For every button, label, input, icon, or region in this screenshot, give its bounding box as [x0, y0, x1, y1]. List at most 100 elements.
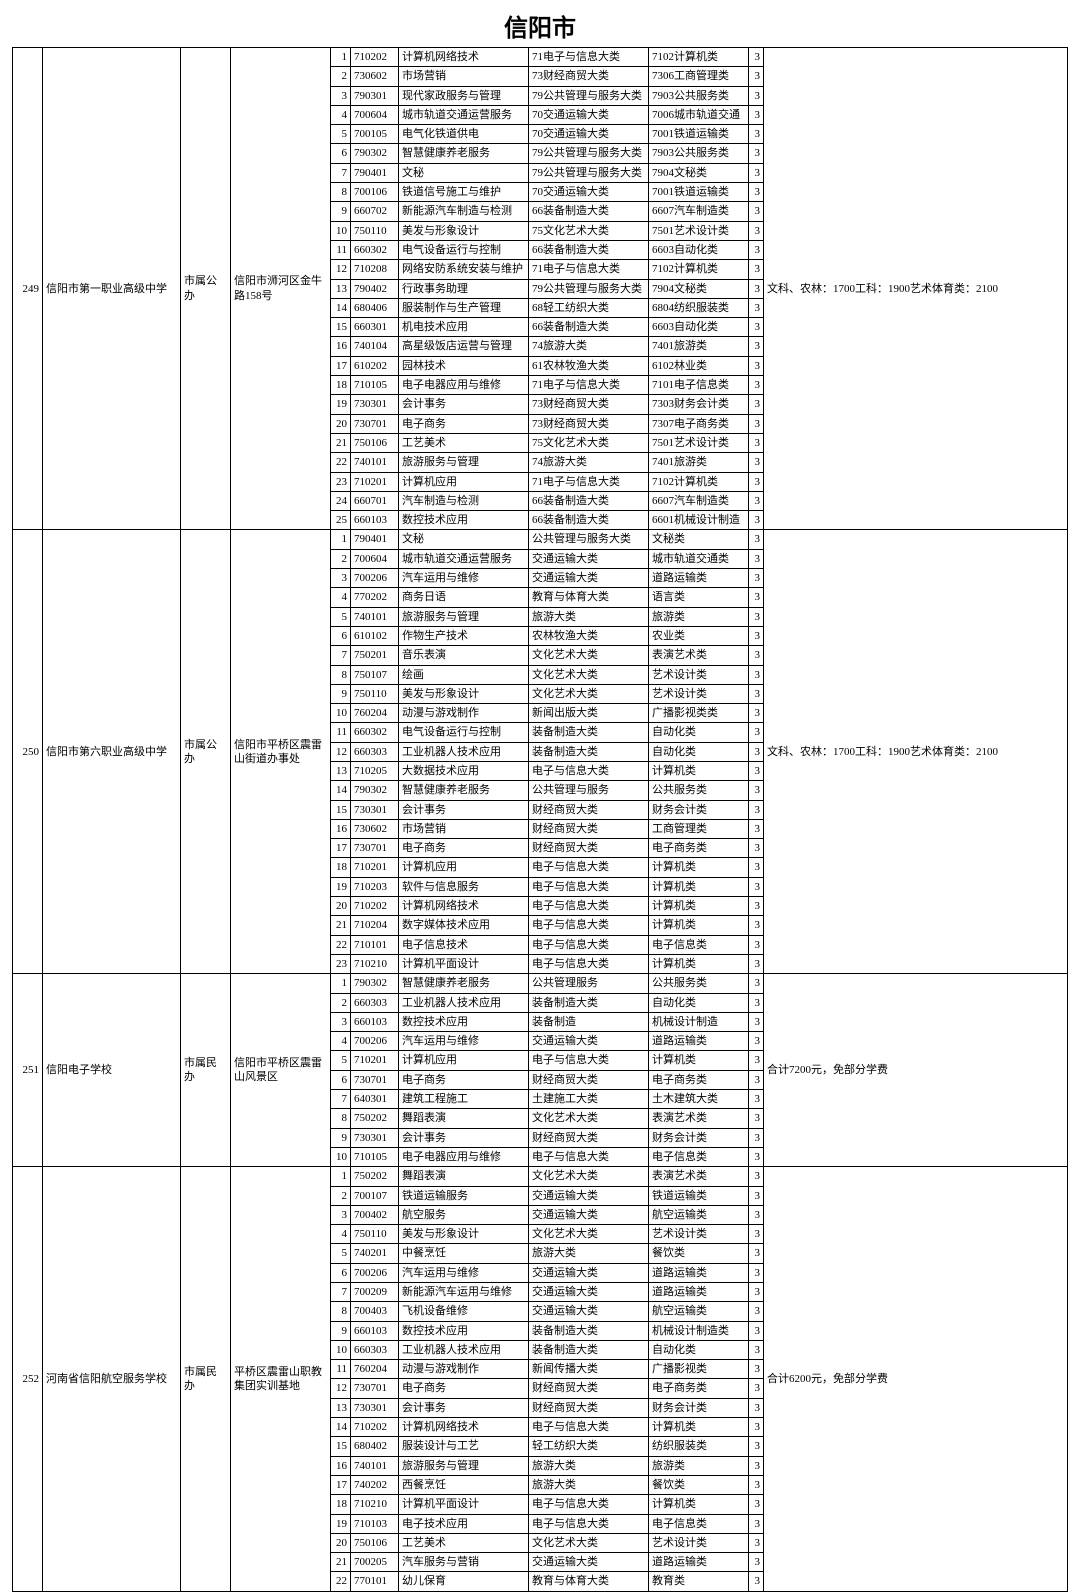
major-code: 760204 [351, 704, 399, 723]
category-1: 电子与信息大类 [529, 761, 649, 780]
major-code: 710202 [351, 897, 399, 916]
years: 3 [749, 1302, 764, 1321]
years: 3 [749, 356, 764, 375]
major-code: 660303 [351, 1340, 399, 1359]
major-code: 760204 [351, 1360, 399, 1379]
category-1: 66装备制造大类 [529, 240, 649, 259]
school-id: 249 [13, 48, 43, 530]
major-name: 计算机应用 [399, 472, 529, 491]
row-seq: 18 [331, 858, 351, 877]
school-name: 信阳市第一职业高级中学 [43, 48, 181, 530]
category-1: 75文化艺术大类 [529, 221, 649, 240]
row-seq: 12 [331, 742, 351, 761]
row-seq: 1 [331, 48, 351, 67]
major-name: 行政事务助理 [399, 279, 529, 298]
years: 3 [749, 1225, 764, 1244]
major-name: 绘画 [399, 665, 529, 684]
category-2: 旅游类 [649, 1456, 749, 1475]
row-seq: 13 [331, 279, 351, 298]
category-2: 7904文秘类 [649, 163, 749, 182]
years: 3 [749, 839, 764, 858]
row-seq: 2 [331, 549, 351, 568]
major-code: 700206 [351, 569, 399, 588]
row-seq: 6 [331, 144, 351, 163]
category-2: 计算机类 [649, 761, 749, 780]
major-name: 计算机网络技术 [399, 897, 529, 916]
category-2: 计算机类 [649, 1051, 749, 1070]
years: 3 [749, 1418, 764, 1437]
major-code: 700106 [351, 183, 399, 202]
category-2: 7001铁道运输类 [649, 183, 749, 202]
major-code: 680406 [351, 298, 399, 317]
category-2: 表演艺术类 [649, 1167, 749, 1186]
years: 3 [749, 337, 764, 356]
category-1: 71电子与信息大类 [529, 260, 649, 279]
row-seq: 3 [331, 1012, 351, 1031]
category-2: 工商管理类 [649, 819, 749, 838]
row-seq: 4 [331, 105, 351, 124]
category-2: 道路运输类 [649, 1553, 749, 1572]
row-seq: 16 [331, 1456, 351, 1475]
category-1: 电子与信息大类 [529, 897, 649, 916]
category-2: 7401旅游类 [649, 453, 749, 472]
years: 3 [749, 588, 764, 607]
major-code: 660103 [351, 1012, 399, 1031]
major-code: 790302 [351, 144, 399, 163]
category-1: 66装备制造大类 [529, 202, 649, 221]
category-2: 7903公共服务类 [649, 144, 749, 163]
major-name: 会计事务 [399, 1128, 529, 1147]
major-name: 数控技术应用 [399, 511, 529, 530]
major-name: 电子电器应用与维修 [399, 376, 529, 395]
major-name: 铁道信号施工与维护 [399, 183, 529, 202]
category-2: 艺术设计类 [649, 1225, 749, 1244]
category-2: 航空运输类 [649, 1302, 749, 1321]
category-2: 6607汽车制造类 [649, 491, 749, 510]
category-1: 土建施工大类 [529, 1090, 649, 1109]
major-code: 660303 [351, 742, 399, 761]
major-code: 710105 [351, 1147, 399, 1166]
major-name: 航空服务 [399, 1205, 529, 1224]
category-2: 7001铁道运输类 [649, 125, 749, 144]
major-code: 710204 [351, 916, 399, 935]
category-1: 财经商贸大类 [529, 819, 649, 838]
major-code: 740101 [351, 453, 399, 472]
category-1: 公共管理与服务 [529, 781, 649, 800]
category-1: 财经商贸大类 [529, 1128, 649, 1147]
row-seq: 9 [331, 1321, 351, 1340]
years: 3 [749, 318, 764, 337]
major-code: 660301 [351, 318, 399, 337]
major-name: 软件与信息服务 [399, 877, 529, 896]
category-1: 装备制造大类 [529, 742, 649, 761]
years: 3 [749, 1244, 764, 1263]
row-seq: 6 [331, 626, 351, 645]
row-seq: 17 [331, 1475, 351, 1494]
category-2: 计算机类 [649, 877, 749, 896]
years: 3 [749, 819, 764, 838]
years: 3 [749, 974, 764, 993]
row-seq: 6 [331, 1263, 351, 1282]
category-2: 电子信息类 [649, 935, 749, 954]
major-name: 城市轨道交通运营服务 [399, 105, 529, 124]
major-name: 电子商务 [399, 1379, 529, 1398]
row-seq: 3 [331, 569, 351, 588]
major-name: 旅游服务与管理 [399, 1456, 529, 1475]
major-name: 电气设备运行与控制 [399, 240, 529, 259]
years: 3 [749, 954, 764, 973]
category-2: 7102计算机类 [649, 48, 749, 67]
years: 3 [749, 781, 764, 800]
major-code: 710201 [351, 1051, 399, 1070]
major-code: 750110 [351, 684, 399, 703]
category-1: 70交通运输大类 [529, 125, 649, 144]
category-2: 表演艺术类 [649, 1109, 749, 1128]
major-name: 汽车运用与维修 [399, 1032, 529, 1051]
category-2: 艺术设计类 [649, 665, 749, 684]
years: 3 [749, 414, 764, 433]
school-id: 252 [13, 1167, 43, 1592]
category-1: 73财经商贸大类 [529, 67, 649, 86]
major-code: 790302 [351, 974, 399, 993]
row-seq: 4 [331, 588, 351, 607]
row-seq: 12 [331, 1379, 351, 1398]
category-1: 61农林牧渔大类 [529, 356, 649, 375]
row-seq: 14 [331, 781, 351, 800]
row-seq: 15 [331, 1437, 351, 1456]
